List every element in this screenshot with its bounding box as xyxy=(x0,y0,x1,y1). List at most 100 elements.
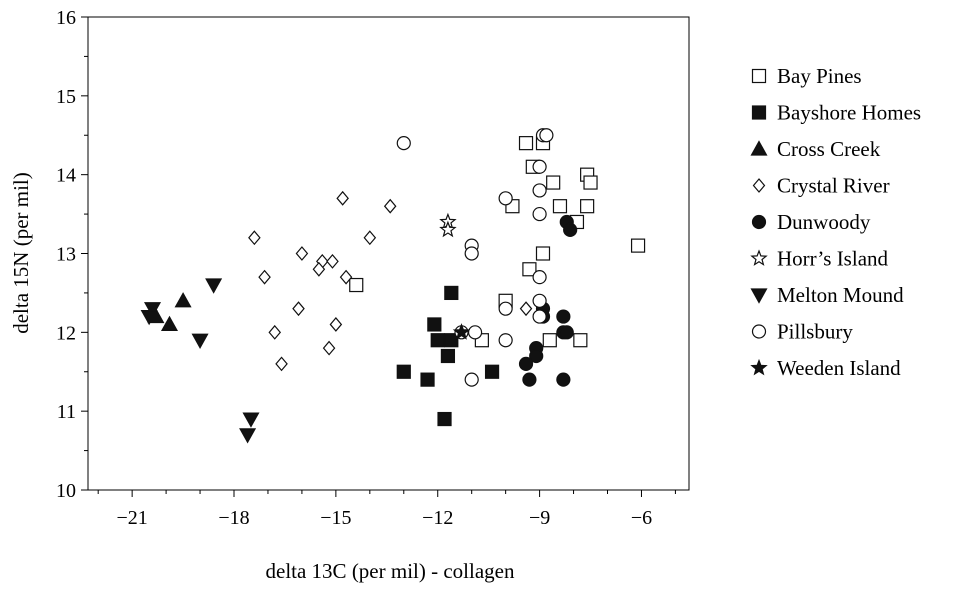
data-point-bay-pines xyxy=(630,238,646,253)
data-point-crystal-river xyxy=(248,230,261,246)
data-point-dunwoody xyxy=(556,372,571,387)
legend-label-bayshore-homes: Bayshore Homes xyxy=(777,101,921,125)
legend-marker-bay-pines xyxy=(751,68,767,84)
data-point-melton-mound xyxy=(239,428,257,444)
y-axis-label: delta 15N (per mil) xyxy=(9,172,33,334)
data-point-crystal-river xyxy=(292,301,305,317)
x-axis-label: delta 13C (per mil) - collagen xyxy=(266,559,515,583)
data-point-bay-pines xyxy=(573,333,588,348)
legend-marker-melton-mound xyxy=(750,288,768,304)
data-point-bay-pines xyxy=(349,277,364,293)
data-point-crystal-river xyxy=(295,246,309,261)
data-point-crystal-river xyxy=(322,340,336,356)
data-point-crystal-river xyxy=(258,269,271,285)
x-tick-label: −15 xyxy=(320,507,351,529)
data-point-pillsbury xyxy=(464,372,479,387)
data-point-bay-pines xyxy=(580,199,595,214)
data-point-pillsbury xyxy=(498,301,513,316)
data-point-bay-pines xyxy=(518,136,534,151)
data-point-melton-mound xyxy=(191,333,209,349)
y-tick-label: 15 xyxy=(56,86,76,108)
y-tick-label: 10 xyxy=(56,480,76,502)
data-point-bayshore-homes xyxy=(444,285,459,301)
data-point-dunwoody xyxy=(563,222,578,237)
legend-marker-crystal-river xyxy=(752,178,766,193)
data-point-bay-pines xyxy=(522,262,537,277)
data-point-crystal-river xyxy=(268,324,282,340)
data-point-dunwoody xyxy=(518,356,534,371)
legend-label-pillsbury: Pillsbury xyxy=(777,320,853,344)
data-point-bayshore-homes xyxy=(427,317,442,332)
data-points xyxy=(140,128,646,444)
legend-label-weeden-island: Weeden Island xyxy=(777,356,901,380)
data-point-bay-pines xyxy=(583,175,598,190)
data-point-bay-pines xyxy=(552,199,568,214)
y-tick-label: 13 xyxy=(56,244,76,266)
legend-label-horr-s-island: Horr’s Island xyxy=(777,247,889,271)
data-point-crystal-river xyxy=(312,261,326,277)
data-point-bayshore-homes xyxy=(440,348,456,364)
data-point-bayshore-homes xyxy=(430,333,445,348)
data-point-crystal-river xyxy=(275,356,288,372)
data-point-pillsbury xyxy=(539,128,554,143)
data-point-pillsbury xyxy=(464,246,479,261)
legend-marker-pillsbury xyxy=(751,324,767,339)
data-point-pillsbury xyxy=(532,183,547,198)
data-point-weeden-island xyxy=(452,323,471,340)
data-point-melton-mound xyxy=(143,302,162,318)
legend-label-bay-pines: Bay Pines xyxy=(777,64,862,88)
data-point-bayshore-homes xyxy=(396,364,411,379)
data-point-bayshore-homes xyxy=(420,372,435,387)
data-point-dunwoody xyxy=(522,372,537,387)
legend-marker-weeden-island xyxy=(750,358,768,376)
x-tick-label: −6 xyxy=(631,507,652,529)
data-point-pillsbury xyxy=(498,191,513,206)
data-point-bayshore-homes xyxy=(444,333,459,348)
data-point-bay-pines xyxy=(535,246,551,261)
data-point-pillsbury xyxy=(467,325,483,340)
data-point-dunwoody xyxy=(559,325,574,340)
legend-marker-horr-s-island xyxy=(750,249,768,266)
y-tick-label: 12 xyxy=(56,322,76,344)
x-tick-label: −12 xyxy=(422,507,453,529)
data-point-pillsbury xyxy=(532,159,547,174)
y-axis-ticks: 10 11 12 13 14 15 16 xyxy=(56,7,88,502)
data-point-cross-creek xyxy=(160,315,179,332)
x-axis-ticks: −21 −18 −15 −12 −9 −6 xyxy=(97,490,676,529)
data-point-bayshore-homes xyxy=(437,411,452,427)
legend: Bay Pines Bayshore Homes Cross Creek Crysta… xyxy=(750,64,921,380)
x-tick-label: −18 xyxy=(218,507,249,529)
data-point-crystal-river xyxy=(326,253,339,269)
data-point-crystal-river xyxy=(329,317,343,332)
data-point-crystal-river xyxy=(519,301,533,317)
legend-marker-bayshore-homes xyxy=(751,105,767,120)
legend-marker-dunwoody xyxy=(751,214,767,230)
y-tick-label: 11 xyxy=(57,401,76,423)
legend-label-melton-mound: Melton Mound xyxy=(777,283,904,307)
legend-label-crystal-river: Crystal River xyxy=(777,174,890,198)
data-point-crystal-river xyxy=(383,198,397,214)
data-point-pillsbury xyxy=(498,333,513,348)
data-point-dunwoody xyxy=(556,309,571,324)
data-point-crystal-river xyxy=(363,230,377,246)
data-point-melton-mound xyxy=(242,412,260,428)
legend-label-dunwoody: Dunwoody xyxy=(777,210,871,234)
x-tick-label: −21 xyxy=(117,507,148,529)
data-point-cross-creek xyxy=(174,292,192,308)
data-point-crystal-river xyxy=(336,190,349,206)
y-tick-label: 14 xyxy=(56,165,76,187)
data-point-crystal-river xyxy=(339,269,353,285)
data-point-horr-s-island xyxy=(439,220,457,238)
data-point-bay-pines xyxy=(542,333,557,348)
data-point-pillsbury xyxy=(396,136,411,151)
x-tick-label: −9 xyxy=(529,507,550,529)
data-point-pillsbury xyxy=(532,206,547,222)
data-point-bayshore-homes xyxy=(484,364,500,379)
plot-frame xyxy=(87,16,690,491)
data-point-melton-mound xyxy=(205,278,223,294)
legend-marker-cross-creek xyxy=(750,140,768,156)
legend-label-cross-creek: Cross Creek xyxy=(777,137,881,161)
y-tick-label: 16 xyxy=(56,7,76,29)
data-point-bay-pines xyxy=(546,175,561,190)
